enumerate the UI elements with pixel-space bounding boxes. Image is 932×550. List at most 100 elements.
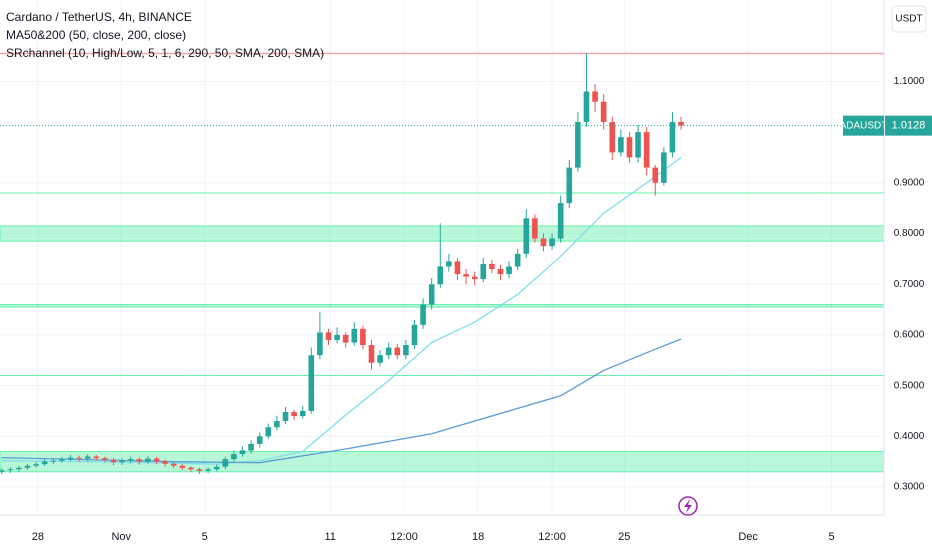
candle-body bbox=[669, 121, 676, 153]
icon-bolt bbox=[684, 499, 692, 513]
candle-body bbox=[145, 458, 151, 462]
candle-body bbox=[652, 167, 659, 183]
candle-body bbox=[592, 91, 598, 102]
indicator-label: SRchannel (10, High/Low, 5, 1, 6, 290, 5… bbox=[6, 46, 324, 60]
candle-body bbox=[618, 137, 624, 153]
candle-body bbox=[50, 460, 57, 462]
sr-channel bbox=[0, 225, 885, 242]
ma-line bbox=[1, 156, 682, 465]
y-tick-label: 1.1000 bbox=[894, 76, 925, 87]
candle-body bbox=[188, 467, 194, 470]
candle-body bbox=[282, 411, 289, 422]
candle-body bbox=[136, 459, 143, 462]
candle-body bbox=[162, 461, 168, 464]
candle-body bbox=[454, 261, 461, 275]
x-tick-label: 12:00 bbox=[538, 531, 566, 543]
y-tick-label: 0.5000 bbox=[894, 380, 925, 391]
candle-body bbox=[196, 469, 203, 471]
candle-body bbox=[179, 465, 186, 468]
candle-body bbox=[385, 347, 392, 356]
y-tick-label: 0.7000 bbox=[894, 279, 925, 290]
candle-body bbox=[428, 284, 435, 305]
candle-body bbox=[256, 436, 263, 444]
currency-button[interactable] bbox=[891, 5, 927, 33]
chart-title: Cardano / TetherUS, 4h, BINANCE bbox=[6, 10, 192, 24]
candle-body bbox=[76, 457, 82, 459]
candle-body bbox=[291, 411, 297, 417]
candle-body bbox=[678, 121, 684, 126]
sr-channel bbox=[0, 303, 885, 308]
x-tick-label: 5 bbox=[202, 531, 208, 543]
y-tick-label: 0.9000 bbox=[894, 177, 925, 188]
candle-body bbox=[334, 334, 340, 340]
price-label: 1.0128 bbox=[892, 120, 926, 132]
currency-label: USDT bbox=[895, 14, 922, 25]
y-tick-label: 0.3000 bbox=[894, 482, 925, 493]
candle-body bbox=[575, 121, 581, 168]
x-tick-label: 11 bbox=[324, 531, 335, 543]
candle-body bbox=[626, 137, 633, 158]
candles bbox=[0, 53, 684, 475]
candle-body bbox=[239, 450, 246, 455]
candle-body bbox=[24, 465, 31, 468]
candle-body bbox=[609, 121, 616, 153]
candle-body bbox=[557, 203, 564, 239]
candle-body bbox=[480, 263, 487, 280]
candle-body bbox=[360, 328, 366, 346]
candle-body bbox=[7, 469, 14, 471]
ma-line bbox=[1, 338, 682, 464]
symbol-tag bbox=[843, 115, 884, 136]
candle-body bbox=[394, 347, 401, 356]
candle-body bbox=[325, 332, 332, 340]
candle-body bbox=[59, 459, 65, 461]
x-tick-label: 28 bbox=[32, 531, 44, 543]
y-tick-label: 0.8000 bbox=[894, 228, 925, 239]
candle-body bbox=[566, 167, 573, 204]
candle-body bbox=[463, 274, 469, 277]
candle-body bbox=[265, 427, 272, 437]
candle-body bbox=[248, 443, 254, 451]
candle-body bbox=[231, 454, 237, 460]
candle-body bbox=[41, 461, 48, 465]
candle-body bbox=[153, 458, 160, 462]
candle-body bbox=[377, 355, 383, 363]
candle-body bbox=[308, 355, 315, 411]
candle-body bbox=[506, 266, 512, 275]
sr-channel bbox=[0, 451, 885, 473]
indicator-label: MA50&200 (50, close, 200, close) bbox=[6, 28, 186, 42]
candle-body bbox=[540, 238, 547, 247]
candle-body bbox=[635, 132, 641, 158]
y-tick-label: 0.6000 bbox=[894, 330, 925, 341]
candle-body bbox=[33, 464, 39, 466]
symbol-label: ADAUSDT bbox=[840, 120, 888, 131]
candle-body bbox=[110, 459, 117, 463]
candle-body bbox=[403, 345, 409, 356]
x-tick-label: 5 bbox=[828, 531, 834, 543]
x-tick-label: 25 bbox=[618, 531, 630, 543]
x-tick-label: 12:00 bbox=[390, 531, 418, 543]
candle-body bbox=[489, 263, 495, 270]
candle-body bbox=[213, 466, 220, 470]
candle-body bbox=[317, 332, 323, 356]
candle-body bbox=[102, 458, 108, 460]
candle-body bbox=[119, 460, 125, 463]
candle-body bbox=[342, 334, 349, 343]
candle-body bbox=[67, 457, 74, 460]
candle-body bbox=[471, 276, 478, 280]
candle-body bbox=[437, 266, 444, 285]
candle-body bbox=[368, 345, 375, 363]
candle-body bbox=[274, 421, 280, 428]
candle-body bbox=[411, 324, 418, 346]
candle-body bbox=[600, 101, 607, 122]
x-tick-label: Nov bbox=[111, 531, 131, 543]
price-tag bbox=[885, 115, 932, 136]
candle-body bbox=[170, 463, 177, 466]
x-tick-label: 18 bbox=[472, 531, 484, 543]
axes: 0.3000 0.4000 0.5000 0.6000 0.7000 0.8000 0.90… bbox=[0, 76, 932, 543]
candle-body bbox=[84, 456, 91, 459]
lightning-icon[interactable] bbox=[678, 496, 698, 516]
candle-body bbox=[446, 261, 452, 267]
grid bbox=[0, 0, 884, 515]
candle-body bbox=[16, 467, 22, 470]
